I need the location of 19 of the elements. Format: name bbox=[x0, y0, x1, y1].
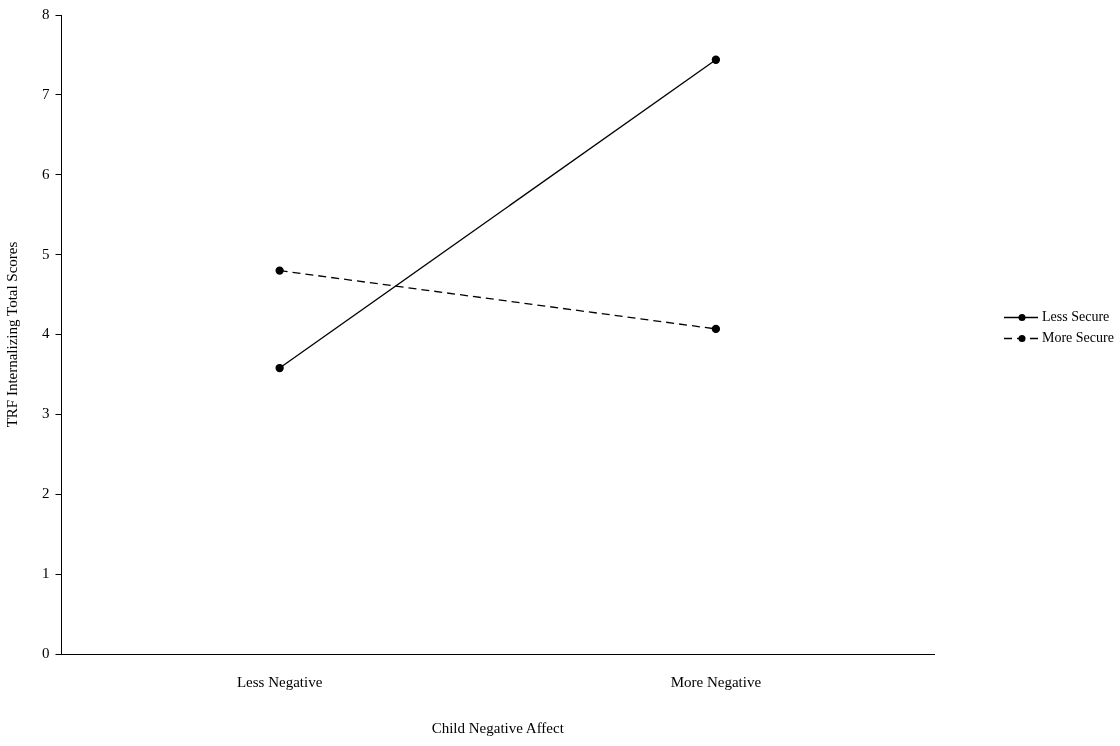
y-tick-label: 2 bbox=[42, 485, 50, 502]
y-tick-label: 1 bbox=[42, 565, 50, 582]
y-tick-label: 0 bbox=[42, 644, 50, 661]
x-tick-label: Less Negative bbox=[236, 673, 323, 690]
y-tick-label: 7 bbox=[42, 85, 50, 102]
point bbox=[275, 266, 284, 275]
point bbox=[711, 324, 721, 334]
y-tick-label: 3 bbox=[42, 405, 50, 422]
point bbox=[275, 363, 284, 373]
y-tick-label: 5 bbox=[42, 245, 50, 262]
point bbox=[711, 55, 721, 64]
legend-label: More Secure bbox=[1042, 330, 1114, 346]
y-tick-label: 6 bbox=[42, 165, 50, 182]
legend-label: Less Secure bbox=[1042, 309, 1110, 325]
y-axis-title: TRF Internalizing Total Scores bbox=[3, 241, 20, 428]
x-axis-title: Child Negative Affect bbox=[431, 719, 565, 736]
y-tick-label: 8 bbox=[42, 5, 50, 22]
x-tick-label: More Negative bbox=[670, 673, 762, 690]
y-tick-label: 4 bbox=[42, 325, 50, 342]
